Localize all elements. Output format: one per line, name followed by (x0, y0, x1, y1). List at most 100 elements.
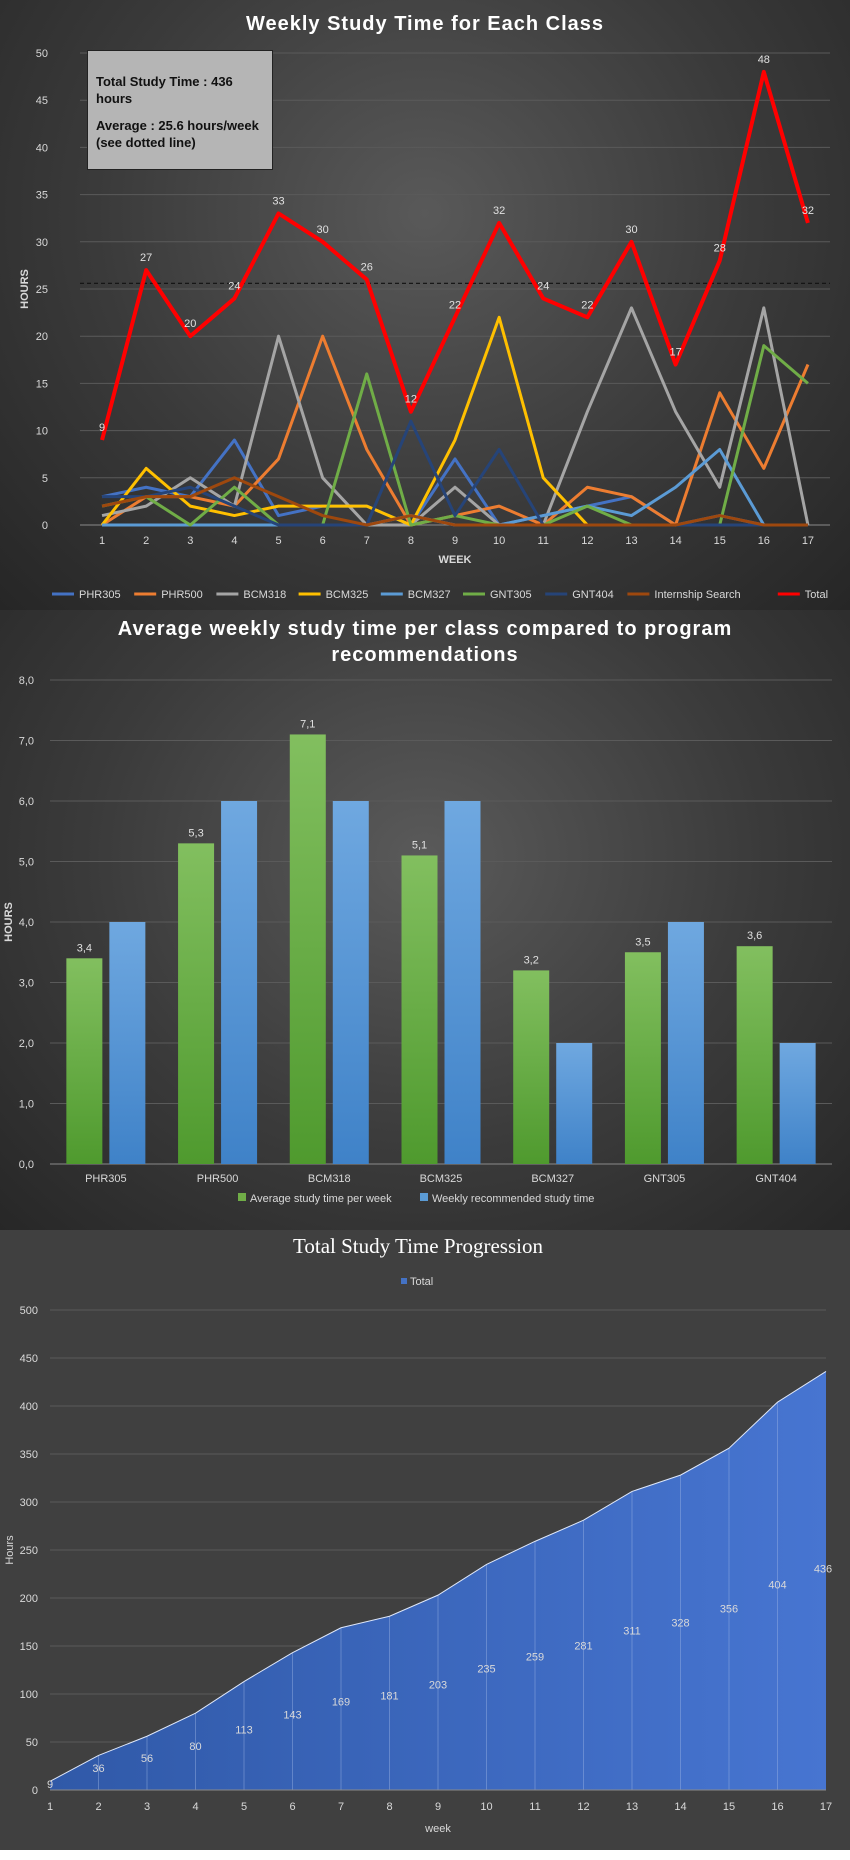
x-tick-label: 10 (493, 535, 505, 547)
chart-title: Total Study Time Progression (293, 1234, 543, 1258)
x-tick-label: 9 (452, 535, 458, 547)
x-tick-label: 8 (408, 535, 414, 547)
x-tick-label: 4 (231, 535, 237, 547)
x-tick-label: 11 (529, 1801, 540, 1813)
series-line-gnt305 (101, 344, 809, 527)
x-tick-label: 14 (669, 535, 681, 547)
category-label: BCM327 (531, 1173, 574, 1185)
x-tick-label: 1 (99, 535, 105, 547)
total-data-label: 9 (99, 422, 105, 434)
total-data-label: 12 (405, 394, 417, 406)
bar-recommended-bcm327 (556, 1043, 593, 1164)
total-data-label: 33 (272, 195, 284, 207)
total-data-label: 27 (140, 252, 152, 264)
y-tick-label: 0 (32, 1785, 38, 1797)
x-tick-label: 15 (723, 1801, 735, 1813)
bar-average-data-label: 5,1 (412, 839, 427, 851)
total-data-label: 28 (714, 243, 726, 255)
total-progression-chart-panel: Total Study Time Progression Total 0 50 100 1… (0, 1230, 850, 1850)
x-tick-label: 7 (338, 1801, 344, 1813)
bar-average-data-label: 7,1 (300, 718, 315, 730)
y-tick-label: 10 (36, 426, 48, 438)
legend-label-average: Average study time per week (250, 1193, 392, 1205)
y-tick-label: 35 (36, 190, 48, 202)
legend-label-total: Total (410, 1276, 433, 1288)
y-tick-label: 5 (42, 473, 48, 485)
y-tick-label: 6,0 (19, 796, 34, 808)
x-tick-label: 13 (626, 1801, 638, 1813)
total-data-label: 404 (768, 1579, 786, 1591)
total-data-label: 169 (332, 1697, 350, 1709)
total-data-label: 36 (92, 1763, 104, 1775)
x-tick-label: 8 (386, 1801, 392, 1813)
bar-average-gnt404 (736, 946, 773, 1164)
bar-recommended-bcm325 (444, 801, 481, 1164)
total-data-label: 311 (623, 1626, 641, 1638)
y-tick-label: 7,0 (19, 736, 34, 748)
total-data-label: 181 (380, 1691, 398, 1703)
y-tick-label: 40 (36, 142, 48, 154)
total-data-label: 80 (189, 1741, 201, 1753)
x-tick-label: 5 (275, 535, 281, 547)
y-tick-label: 25 (36, 284, 48, 296)
total-study-time-note: Total Study Time : 436 hours (96, 74, 233, 106)
weekly-study-line-chart: Weekly Study Time for Each Class05101520… (19, 13, 830, 601)
y-tick-label: 45 (36, 95, 48, 107)
total-data-label: 281 (574, 1641, 592, 1653)
bar-average-data-label: 3,2 (524, 954, 539, 966)
x-tick-label: 16 (771, 1801, 783, 1813)
total-data-label: 235 (477, 1664, 495, 1676)
y-axis-label: HOURS (3, 902, 15, 942)
category-label: GNT305 (644, 1173, 686, 1185)
x-tick-label: 9 (435, 1801, 441, 1813)
category-label: BCM325 (420, 1173, 463, 1185)
bar-average-phr305 (66, 958, 103, 1164)
legend-label-gnt305: GNT305 (490, 589, 532, 601)
bar-average-bcm318 (289, 734, 326, 1164)
x-axis-label: WEEK (439, 554, 472, 566)
y-tick-label: 450 (20, 1353, 38, 1365)
total-data-label: 259 (526, 1652, 544, 1664)
total-data-label: 9 (47, 1779, 53, 1791)
total-data-label: 26 (361, 262, 373, 274)
y-tick-label: 3,0 (19, 978, 34, 990)
y-axis-label: HOURS (19, 269, 31, 309)
total-data-label: 328 (671, 1617, 689, 1629)
x-tick-label: 1 (47, 1801, 53, 1813)
total-data-label: 30 (625, 224, 637, 236)
x-tick-label: 17 (802, 535, 814, 547)
x-tick-label: 16 (758, 535, 770, 547)
y-tick-label: 350 (20, 1449, 38, 1461)
x-tick-label: 10 (480, 1801, 492, 1813)
legend-label-gnt404: GNT404 (572, 589, 614, 601)
legend-label-total: Total (805, 589, 828, 601)
legend-label-bcm327: BCM327 (408, 589, 451, 601)
y-tick-label: 2,0 (19, 1038, 34, 1050)
total-data-label: 113 (235, 1725, 253, 1737)
y-tick-label: 300 (20, 1497, 38, 1509)
y-tick-label: 400 (20, 1401, 38, 1413)
bar-average-data-label: 3,4 (77, 942, 92, 954)
bar-average-phr500 (178, 843, 215, 1164)
average-note: Average : 25.6 hours/week (see dotted li… (96, 118, 259, 150)
y-tick-label: 200 (20, 1593, 38, 1605)
average-vs-recommended-bar-chart: Average weekly study time per class comp… (3, 618, 832, 1205)
x-tick-label: 15 (714, 535, 726, 547)
x-tick-label: 2 (95, 1801, 101, 1813)
legend-label-phr305: PHR305 (79, 589, 121, 601)
y-tick-label: 250 (20, 1545, 38, 1557)
x-tick-label: 7 (364, 535, 370, 547)
bar-average-gnt305 (624, 952, 661, 1164)
total-data-label: 48 (758, 54, 770, 66)
y-tick-label: 50 (36, 48, 48, 60)
y-tick-label: 0 (42, 520, 48, 532)
legend-swatch-recommended (420, 1193, 428, 1201)
total-data-label: 436 (814, 1563, 832, 1575)
bar-recommended-phr500 (221, 801, 258, 1164)
bar-average-bcm325 (401, 855, 438, 1164)
category-label: GNT404 (755, 1173, 797, 1185)
category-label: PHR500 (197, 1173, 239, 1185)
x-tick-label: 12 (581, 535, 593, 547)
y-tick-label: 5,0 (19, 857, 34, 869)
y-tick-label: 20 (36, 331, 48, 343)
